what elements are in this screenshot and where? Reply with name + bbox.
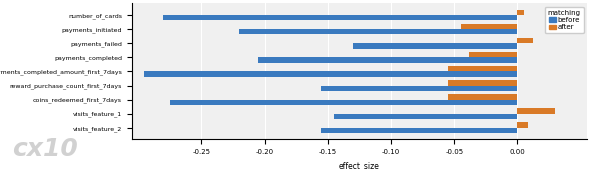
Bar: [448, 80, 518, 86]
Bar: [144, 71, 518, 77]
Bar: [461, 24, 518, 29]
Bar: [322, 128, 518, 133]
Bar: [518, 10, 524, 15]
Bar: [518, 38, 533, 43]
Bar: [258, 57, 518, 63]
X-axis label: effect_size: effect_size: [339, 161, 380, 170]
Bar: [170, 100, 518, 105]
Bar: [322, 86, 518, 91]
Legend: before, after: before, after: [545, 7, 583, 33]
Bar: [239, 29, 518, 34]
Bar: [334, 114, 518, 119]
Bar: [518, 108, 555, 114]
Bar: [518, 123, 528, 128]
Text: cx10: cx10: [12, 137, 78, 161]
Bar: [448, 94, 518, 100]
Bar: [470, 52, 518, 57]
Bar: [448, 66, 518, 71]
Bar: [164, 15, 518, 20]
Bar: [353, 43, 518, 49]
